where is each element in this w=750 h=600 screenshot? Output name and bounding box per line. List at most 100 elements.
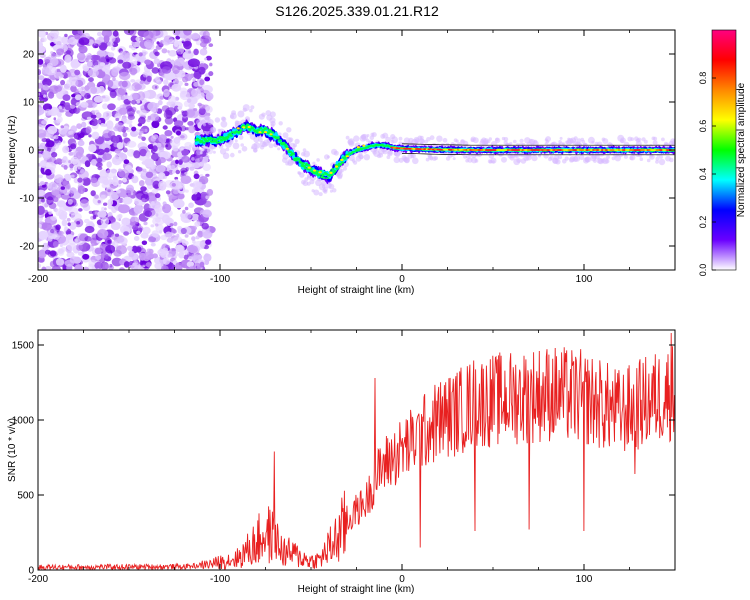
spectrogram-noise-blob — [188, 256, 193, 261]
spectrogram-halo-blob — [277, 132, 282, 137]
spectrogram-ridge-outline — [401, 143, 675, 146]
spectrogram-noise-blob — [183, 40, 192, 50]
spectrogram-noise-blob — [129, 124, 133, 128]
spectrogram-noise-blob — [49, 260, 57, 268]
spectrogram-ridge-mark — [353, 151, 357, 153]
spectrogram-noise-blob — [139, 130, 144, 135]
spectrogram-noise-blob — [205, 173, 210, 177]
spectrogram-noise-blob — [38, 82, 44, 89]
spectrogram-noise-blob — [38, 230, 49, 240]
spectrogram-halo-blob — [579, 154, 585, 161]
spectrogram-noise-blob — [45, 168, 52, 176]
spectrogram-noise-blob — [107, 103, 116, 111]
spectrogram-noise-blob — [98, 36, 104, 42]
spectrogram-noise-blob — [204, 57, 208, 61]
spectrogram-noise-blob — [96, 50, 106, 57]
spectrogram-noise-blob — [177, 151, 183, 158]
spectrogram-noise-blob — [77, 165, 81, 170]
spectrogram-noise-blob — [174, 176, 179, 180]
spectrogram-ridge-mark — [301, 162, 305, 165]
spectrogram-noise-blob — [133, 205, 143, 214]
spectrogram-ridge-mark — [226, 135, 230, 139]
spectrogram-noise-blob — [116, 142, 124, 150]
spectrogram-noise-blob — [38, 58, 44, 65]
spectrogram-noise-blob — [84, 160, 91, 168]
spectrogram-halo-blob — [596, 141, 603, 148]
spectrogram-halo-blob — [637, 137, 642, 142]
spectrogram-noise-blob — [170, 135, 174, 139]
spectrogram-halo-blob — [393, 156, 400, 164]
spectrogram-noise-blob — [165, 231, 173, 238]
spectrogram-ridge-mark — [316, 170, 320, 173]
spectrogram-noise-blob — [66, 217, 71, 222]
spectrogram-noise-blob — [41, 125, 46, 129]
spectrogram-noise-blob — [154, 76, 161, 83]
spectrogram-hot-spot — [356, 146, 360, 149]
spectrogram-noise-blob — [97, 119, 102, 124]
spectrogram-noise-blob — [177, 51, 182, 55]
spectrogram-noise-blob — [79, 199, 89, 208]
spectrogram-noise-blob — [205, 239, 212, 245]
spectrogram-noise-blob — [38, 205, 45, 215]
spectrogram-noise-blob — [84, 85, 90, 91]
spectrogram-ridge-mark — [266, 131, 270, 135]
spectrogram-halo-blob — [278, 121, 283, 126]
snr-ytick-label: 1500 — [12, 341, 35, 352]
spectrogram-noise-blob — [77, 87, 83, 92]
spectrogram-noise-blob — [131, 41, 135, 45]
spectrogram-ridge-mark — [276, 136, 280, 139]
spectrogram-noise-blob — [67, 38, 74, 44]
spectrogram-noise-blob — [98, 85, 105, 94]
spectrogram-noise-blob — [90, 54, 99, 61]
spectrogram-noise-blob — [158, 157, 166, 164]
spectrogram-hot-spot — [340, 158, 344, 161]
spectrogram-noise-blob — [139, 148, 147, 157]
spectrogram-noise-blob — [38, 30, 47, 38]
spectrogram-ridge-mark — [210, 140, 214, 143]
spectrogram-noise-blob — [182, 76, 189, 83]
spectrogram-noise-blob — [137, 135, 143, 139]
spectrogram-halo-blob — [521, 142, 526, 147]
spectrogram-noise-blob — [141, 240, 148, 246]
spectrogram-noise-blob — [164, 130, 173, 137]
spectrogram-noise-blob — [116, 214, 122, 221]
spectrogram-halo-blob — [452, 157, 456, 161]
spectrogram-noise-blob — [107, 189, 111, 193]
spectrogram-noise-blob — [150, 164, 156, 170]
spectrogram-noise-blob — [47, 147, 51, 152]
spectrogram-noise-blob — [128, 250, 135, 258]
spectrogram-xlabel: Height of straight line (km) — [298, 285, 415, 296]
spectrogram-noise-blob — [60, 79, 66, 86]
snr-ylabel: SNR (10 * v/v) — [7, 418, 18, 482]
spectrogram-noise-blob — [60, 100, 66, 108]
spectrogram-halo-blob — [258, 137, 263, 142]
spectrogram-halo-blob — [363, 154, 370, 161]
spectrogram-noise-blob — [100, 216, 110, 226]
spectrogram-halo-blob — [509, 155, 515, 161]
spectrogram-noise-blob — [145, 151, 152, 158]
spectrogram-noise-blob — [181, 249, 186, 255]
spectrogram-noise-blob — [163, 89, 170, 98]
spectrogram-halo-blob — [240, 143, 244, 147]
spectrogram-noise-blob — [191, 32, 200, 40]
spectrogram-noise-blob — [122, 147, 128, 153]
spectrogram-noise-blob — [53, 135, 59, 140]
spectrogram-noise-blob — [204, 115, 210, 121]
spectrogram-noise-blob — [192, 78, 196, 83]
spectrogram-noise-blob — [114, 233, 120, 237]
spectrogram-halo-blob — [584, 156, 592, 163]
spectrogram-noise-blob — [152, 180, 161, 189]
spectrogram-hot-spot — [242, 126, 246, 129]
spectrogram-noise-blob — [162, 125, 168, 130]
spectrogram-noise-blob — [49, 250, 57, 257]
spectrogram-noise-blob — [65, 228, 72, 236]
spectrogram-noise-blob — [119, 50, 126, 57]
spectrogram-ytick-label: -10 — [20, 194, 35, 205]
spectrogram-hot-spot — [263, 131, 268, 134]
spectrogram-noise-blob — [151, 84, 159, 90]
spectrogram-noise-blob — [85, 126, 92, 134]
spectrogram-noise-blob — [188, 125, 196, 134]
spectrogram-noise-blob — [61, 106, 65, 110]
spectrogram-halo-blob — [303, 150, 310, 158]
